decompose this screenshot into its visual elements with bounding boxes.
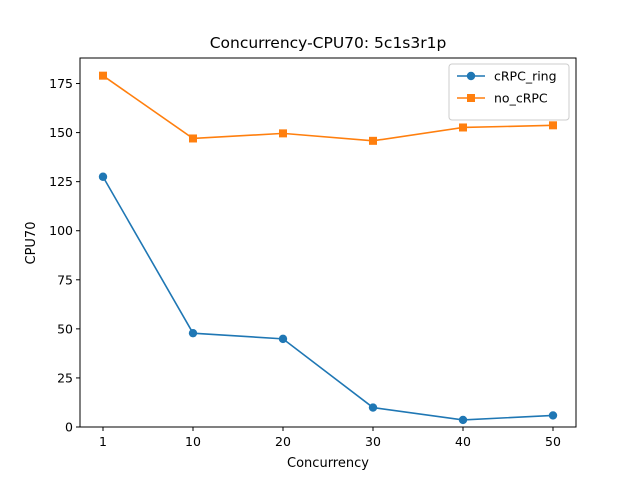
- y-tick-label: 75: [57, 272, 73, 287]
- data-point-no_cRPC: [459, 123, 467, 132]
- y-tick-label: 175: [49, 76, 73, 91]
- y-tick-label: 50: [57, 321, 73, 336]
- legend-label: cRPC_ring: [494, 69, 557, 84]
- data-point-no_cRPC: [369, 136, 377, 145]
- x-tick-label: 20: [275, 434, 291, 449]
- axes-frame: [79, 57, 577, 428]
- legend-marker-cRPC_ring: [466, 71, 476, 81]
- legend-label: no_cRPC: [494, 91, 548, 106]
- data-point-cRPC_ring: [368, 403, 378, 412]
- plot-area: 1 10 20 30 40 50 0 25 50 75 100 125 150 175: [49, 57, 577, 449]
- data-point-no_cRPC: [549, 121, 557, 130]
- data-point-no_cRPC: [99, 71, 107, 80]
- y-tick-label: 125: [49, 174, 73, 189]
- data-point-no_cRPC: [189, 134, 197, 143]
- series-line-no_cRPC: [102, 75, 554, 142]
- x-tick-label: 1: [99, 434, 107, 449]
- y-tick-label: 25: [57, 370, 73, 385]
- data-point-cRPC_ring: [98, 172, 108, 181]
- x-tick-label: 10: [185, 434, 201, 449]
- x-axis-label: Concurrency: [287, 456, 369, 471]
- y-tick-label: 100: [49, 223, 73, 238]
- x-tick-label: 30: [365, 434, 381, 449]
- y-tick-label: 0: [65, 420, 73, 435]
- y-axis-label: CPU70: [24, 222, 39, 265]
- data-point-no_cRPC: [279, 129, 287, 138]
- legend-marker-no_cRPC: [467, 94, 475, 102]
- chart-title: Concurrency-CPU70: 5c1s3r1p: [210, 34, 447, 52]
- x-tick-label: 50: [545, 434, 561, 449]
- y-tick-label: 150: [49, 125, 73, 140]
- data-point-cRPC_ring: [548, 411, 558, 420]
- legend: cRPC_ring no_cRPC: [448, 63, 570, 121]
- x-tick-label: 40: [455, 434, 471, 449]
- legend-box: [448, 63, 570, 121]
- series-line-cRPC_ring: [102, 176, 554, 421]
- data-point-cRPC_ring: [458, 415, 468, 425]
- data-point-cRPC_ring: [188, 328, 198, 338]
- data-point-cRPC_ring: [278, 334, 288, 344]
